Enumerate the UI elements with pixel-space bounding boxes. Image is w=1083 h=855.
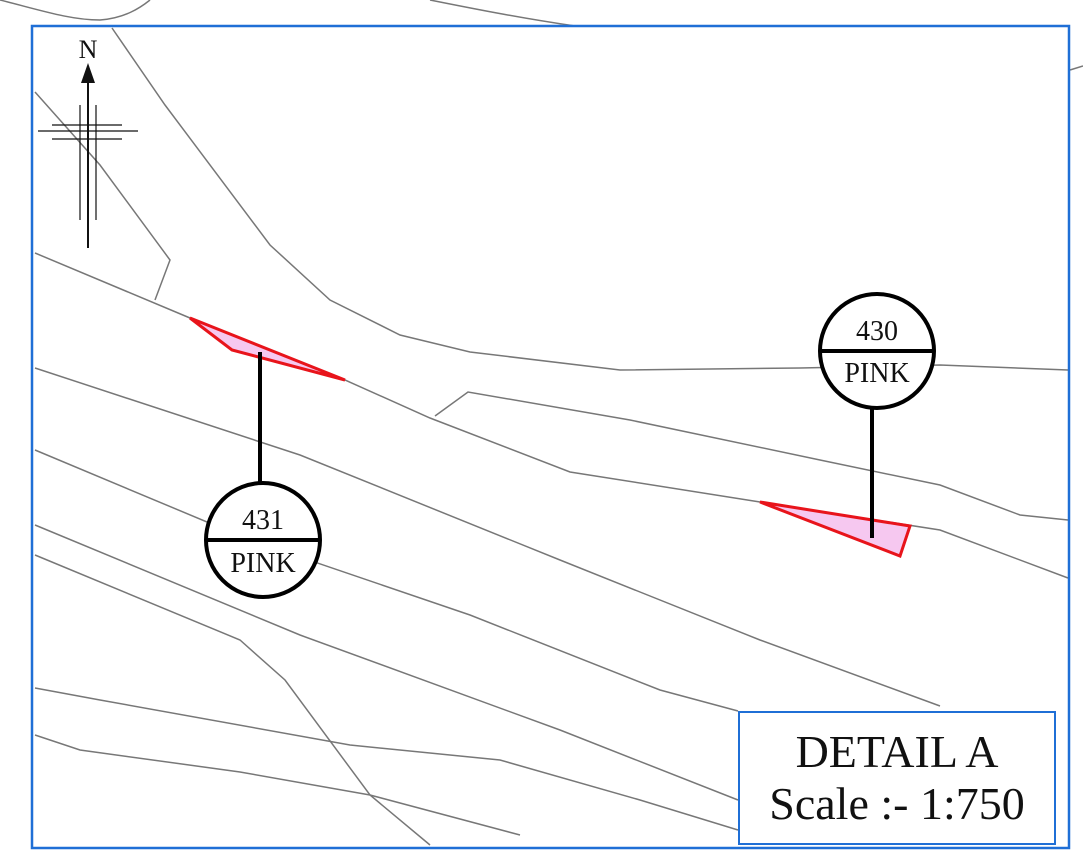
plot-430-parcel[interactable] <box>759 500 912 558</box>
detail-scale: Scale :- 1:750 <box>769 778 1025 829</box>
detail-title: DETAIL A <box>795 726 999 777</box>
north-arrow-icon: N <box>38 35 138 248</box>
plot-430-number: 430 <box>856 316 898 347</box>
map-frame <box>30 24 1071 850</box>
plot-431-parcel[interactable] <box>189 316 346 382</box>
plot-430-callout[interactable]: 430 PINK <box>818 292 936 410</box>
outer-boundary-lines <box>0 0 1083 71</box>
plot-431-number: 431 <box>242 505 284 536</box>
north-label: N <box>79 35 98 64</box>
plot-430-category: PINK <box>844 358 909 389</box>
plot-431-category: PINK <box>230 548 295 579</box>
plot-431-callout[interactable]: 431 PINK <box>204 481 322 599</box>
detail-title-block: DETAIL A Scale :- 1:750 <box>738 711 1056 845</box>
